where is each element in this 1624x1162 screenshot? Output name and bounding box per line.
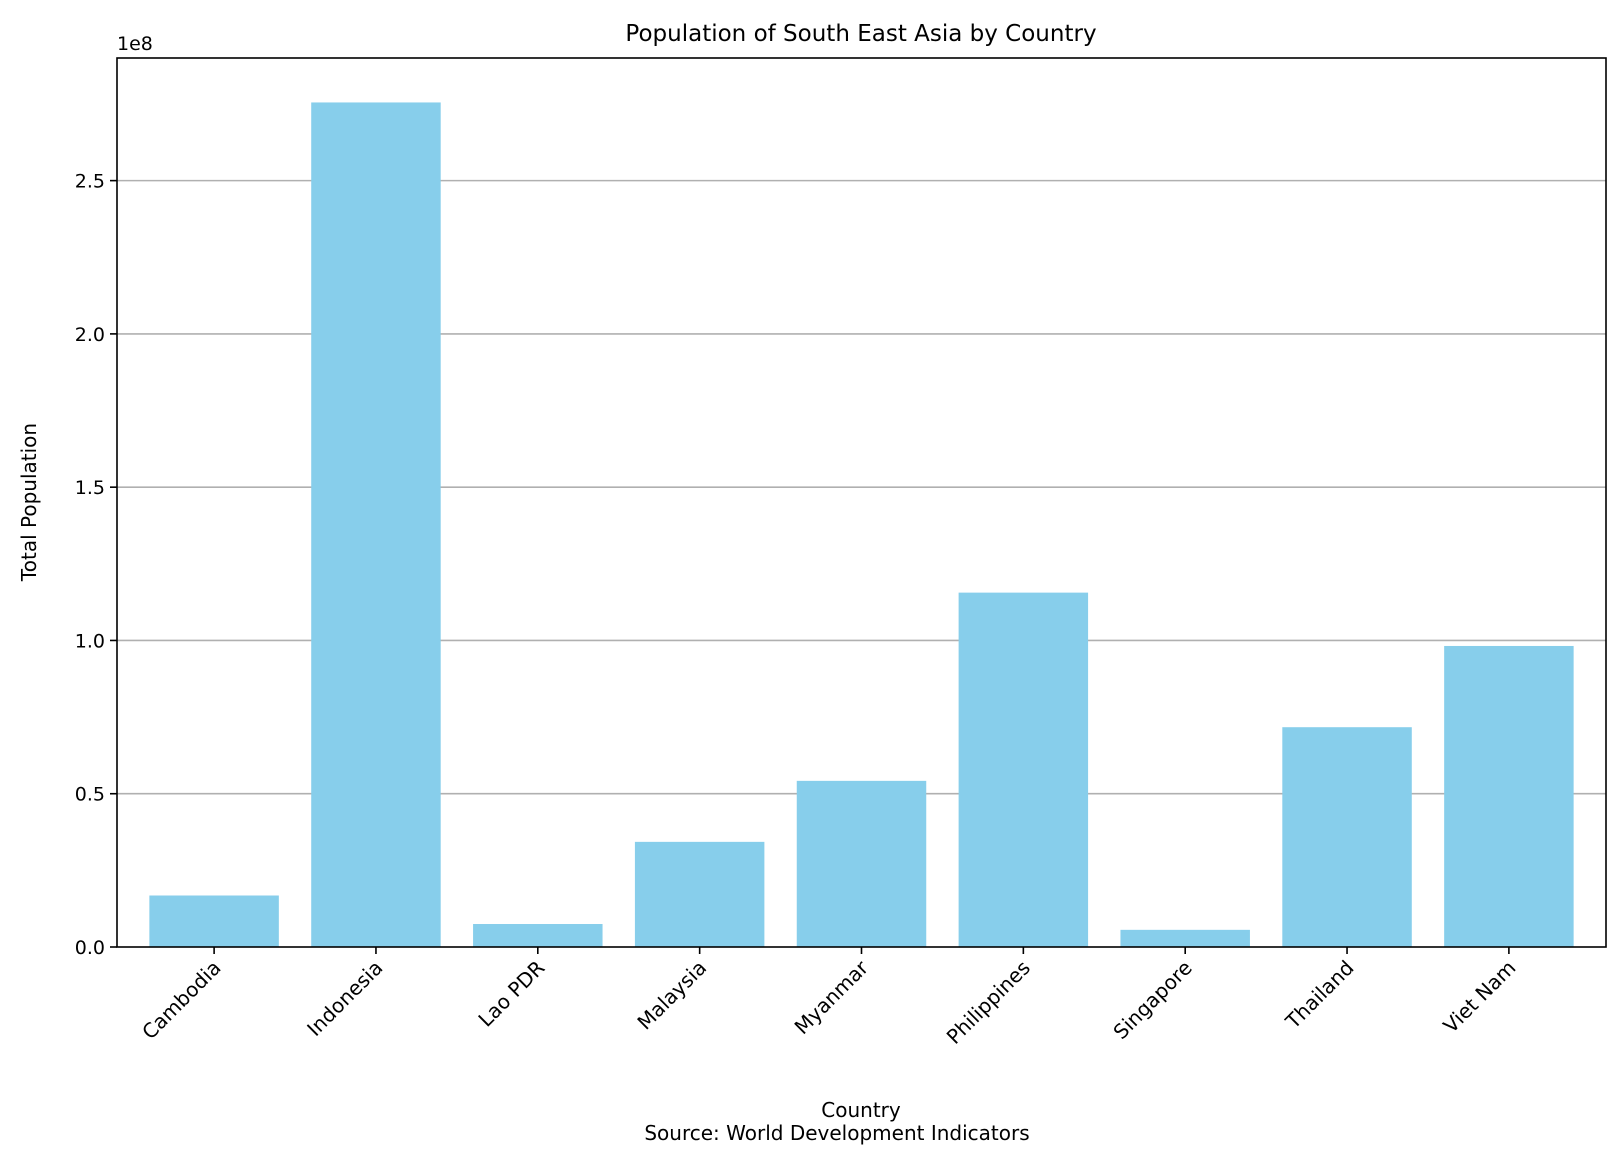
bar-thailand xyxy=(1282,727,1412,947)
bar-philippines xyxy=(958,592,1089,947)
y-tick-label: 0.0 xyxy=(75,937,105,959)
y-tick-label: 0.5 xyxy=(75,784,105,806)
y-tick-label: 1.5 xyxy=(75,477,105,499)
y-offset-label: 1e8 xyxy=(117,33,153,55)
bar-cambodia xyxy=(149,895,279,947)
y-tick-label: 2.0 xyxy=(75,324,105,346)
bar-viet-nam xyxy=(1444,645,1574,947)
bar-indonesia xyxy=(311,102,441,947)
bar-malaysia xyxy=(634,841,765,947)
bars xyxy=(149,102,1574,947)
bar-singapore xyxy=(1120,929,1250,947)
x-axis-label: Country xyxy=(821,1098,901,1122)
chart-title: Population of South East Asia by Country xyxy=(625,21,1096,47)
bar-lao-pdr xyxy=(473,924,603,947)
y-axis-label: Total Population xyxy=(17,423,41,582)
y-tick-label: 1.0 xyxy=(75,630,105,652)
y-axis-ticks: 0.0 0.5 1.0 1.5 2.0 2.5 xyxy=(75,171,117,959)
bar-myanmar xyxy=(796,780,927,947)
source-caption: Source: World Development Indicators xyxy=(644,1121,1029,1145)
y-tick-label: 2.5 xyxy=(75,171,105,193)
